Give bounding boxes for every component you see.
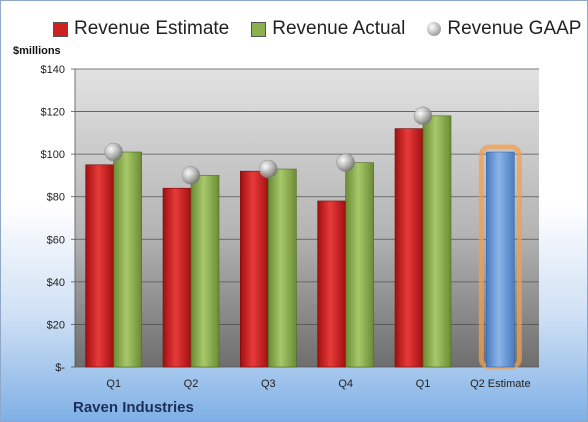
y-tick-label: $20 xyxy=(47,319,65,331)
legend-item-revenue-gaap: Revenue GAAP xyxy=(427,18,581,40)
x-tick-label: Q3 xyxy=(261,378,276,390)
plot-area xyxy=(75,69,539,367)
gaap-points xyxy=(104,106,433,185)
bar-revenue-estimate xyxy=(85,164,114,368)
point-revenue-gaap xyxy=(181,166,201,185)
y-tick-label: $140 xyxy=(41,64,65,76)
bars xyxy=(85,115,522,370)
x-tick-label: Q1 xyxy=(106,378,121,390)
bar-revenue-estimate-forecast xyxy=(486,151,515,368)
bar-revenue-actual xyxy=(422,115,452,368)
bar-revenue-actual xyxy=(268,168,297,368)
y-tick-label: $120 xyxy=(41,107,65,119)
bar-revenue-estimate xyxy=(240,170,269,368)
x-axis-ticks: Q1 Q2 Q3 Q4 Q1 Q2 Estimate xyxy=(106,378,530,390)
point-revenue-gaap xyxy=(413,106,433,126)
point-revenue-gaap xyxy=(336,153,355,172)
y-axis-unit-label: $millions xyxy=(13,45,61,57)
y-axis-ticks: $- $20 $40 $60 $80 $100 $120 $140 xyxy=(41,64,66,374)
point-revenue-gaap xyxy=(104,142,123,162)
bar-revenue-actual xyxy=(345,162,374,368)
legend-swatch-revenue-gaap xyxy=(427,22,442,36)
bar-revenue-actual xyxy=(190,175,220,368)
legend-item-revenue-actual: Revenue Actual xyxy=(251,18,405,40)
x-tick-label: Q2 Estimate xyxy=(470,378,531,390)
legend-label-revenue-actual: Revenue Actual xyxy=(272,18,406,39)
bar-revenue-estimate xyxy=(162,187,192,368)
bar-revenue-actual xyxy=(113,151,142,368)
legend-swatch-revenue-estimate xyxy=(53,21,68,37)
x-tick-label: Q2 xyxy=(184,378,199,390)
x-tick-label: Q4 xyxy=(338,378,353,390)
grid-lines xyxy=(71,68,539,368)
y-tick-label: $60 xyxy=(47,234,65,246)
point-revenue-gaap xyxy=(259,159,278,179)
y-tick-label: $40 xyxy=(47,277,65,289)
y-tick-label: $80 xyxy=(47,192,65,204)
y-tick-label: $100 xyxy=(41,149,65,161)
legend-label-revenue-estimate: Revenue Estimate xyxy=(74,18,230,39)
x-tick-label: Q1 xyxy=(416,378,431,390)
legend-swatch-revenue-actual xyxy=(251,21,267,37)
company-name: Raven Industries xyxy=(73,399,194,416)
legend: Revenue Estimate Revenue Actual Revenue … xyxy=(53,17,581,41)
legend-label-revenue-gaap: Revenue GAAP xyxy=(447,18,582,39)
legend-item-revenue-estimate: Revenue Estimate xyxy=(53,18,229,40)
y-tick-label: $- xyxy=(55,362,65,374)
bar-revenue-estimate xyxy=(394,128,424,368)
bar-revenue-estimate xyxy=(317,200,346,368)
